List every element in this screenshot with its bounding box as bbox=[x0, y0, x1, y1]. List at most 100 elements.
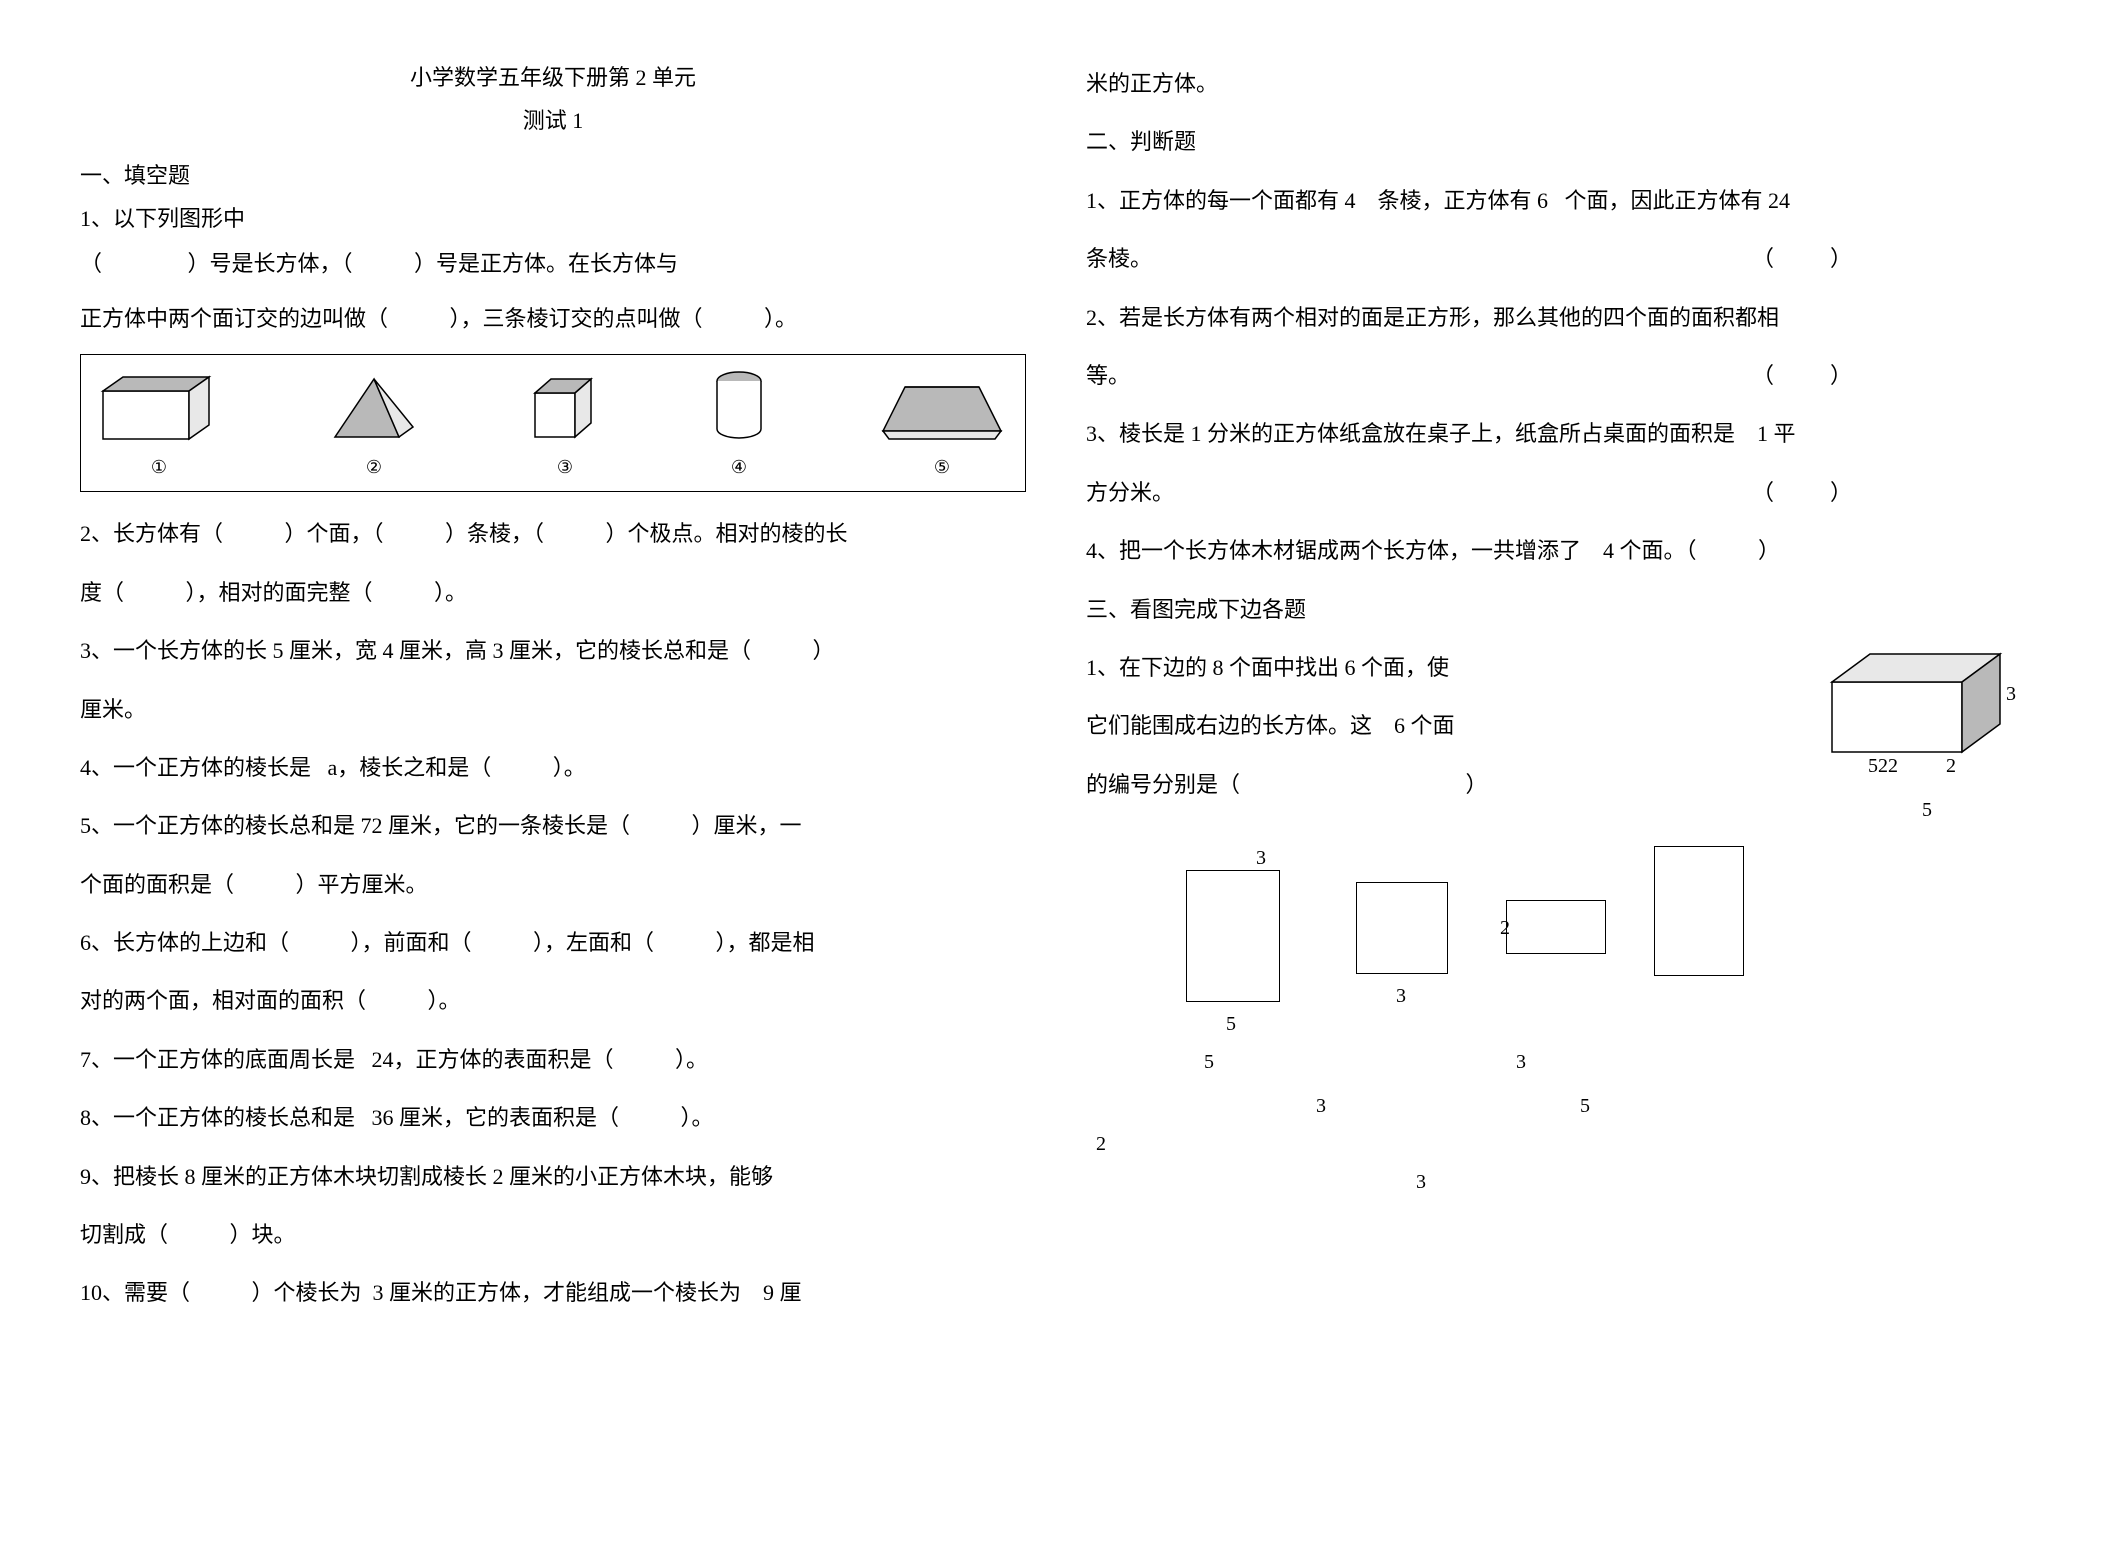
t1-2a: 它们能围成右边的长方体。这 bbox=[1086, 713, 1372, 738]
q6: 6、长方体的上边和（ ），前面和（ ），左面和（ ），都是相 bbox=[80, 919, 1026, 967]
q10-2: ）个棱长为 bbox=[252, 1280, 362, 1305]
unit-number: 2 bbox=[636, 65, 647, 90]
shape-3-label: ③ bbox=[557, 453, 573, 482]
dim-label: 5 bbox=[1226, 1008, 1236, 1040]
paren-open: （ bbox=[1752, 246, 1774, 271]
q9b: 切割成（ ）块。 bbox=[80, 1211, 1026, 1259]
q4-3: ）。 bbox=[553, 755, 586, 780]
q8-3: ）。 bbox=[681, 1105, 714, 1130]
q10-1: 10、需要（ bbox=[80, 1280, 190, 1305]
dim-label: 3 bbox=[1516, 1046, 1526, 1078]
q1-line-c: 正方体中两个面订交的边叫做（ ），三条棱订交的点叫做（ ）。 bbox=[80, 295, 1026, 343]
q1c-3: ）。 bbox=[764, 306, 797, 331]
judge-paren: （） bbox=[1752, 352, 1852, 400]
shape-2-label: ② bbox=[366, 453, 382, 482]
q4-1: 4、一个正方体的棱长是 bbox=[80, 755, 311, 780]
paren-close: ） bbox=[1830, 480, 1852, 505]
q5-2: ）厘米，一 bbox=[692, 813, 802, 838]
doc-title: 小学数学五年级下册第 2 单元 bbox=[80, 60, 1026, 95]
q5-1: 5、一个正方体的棱长总和是 72 厘米，它的一条棱长是（ bbox=[80, 813, 630, 838]
q1b-3: ）号是正方体。在长方体与 bbox=[414, 251, 678, 276]
cuboid-d: 2 bbox=[1946, 755, 1956, 777]
cuboid-w: 522 bbox=[1868, 755, 1898, 777]
dim-label: 5 bbox=[1580, 1090, 1590, 1122]
prism-icon bbox=[877, 377, 1007, 443]
paren-close: ） bbox=[1830, 363, 1852, 388]
q2b: 度（ ），相对的面完整（ ）。 bbox=[80, 569, 1026, 617]
q6-1: 6、长方体的上边和（ bbox=[80, 930, 289, 955]
j4-1: 4、把一个长方体木材锯成两个长方体，一共增添了 bbox=[1086, 538, 1581, 563]
q6b-2: ）。 bbox=[428, 988, 461, 1013]
shape-2: ② bbox=[329, 373, 419, 482]
unit-suffix: 单元 bbox=[652, 65, 696, 90]
q9: 9、把棱长 8 厘米的正方体木块切割成棱长 2 厘米的小正方体木块，能够 bbox=[80, 1153, 1026, 1201]
q6-2: ），前面和（ bbox=[351, 930, 472, 955]
q8: 8、一个正方体的棱长总和是 36 厘米，它的表面积是（ ）。 bbox=[80, 1094, 1026, 1142]
q2-4: ）个极点。相对的棱的长 bbox=[606, 521, 848, 546]
j3-2: 1 平 bbox=[1757, 421, 1796, 446]
q5b: 个面的面积是（ ）平方厘米。 bbox=[80, 861, 1026, 909]
paren-open: （ bbox=[1752, 480, 1774, 505]
q8-1: 8、一个正方体的棱长总和是 bbox=[80, 1105, 355, 1130]
j3b: 方分米。 （） bbox=[1086, 469, 2032, 517]
judge-paren: （） bbox=[1752, 469, 1852, 517]
q1b-1: （ bbox=[80, 251, 102, 276]
dim-label: 2 bbox=[1500, 912, 1510, 944]
j3: 3、棱长是 1 分米的正方体纸盒放在桌子上，纸盒所占桌面的面积是 1 平 bbox=[1086, 410, 2032, 458]
cuboid-diagram: 3 522 2 5 bbox=[1822, 648, 2032, 826]
paren-open: （ bbox=[1752, 363, 1774, 388]
shape-1: ① bbox=[99, 373, 219, 482]
q7-1: 7、一个正方体的底面周长是 bbox=[80, 1047, 355, 1072]
cuboid-3d-icon: 3 522 2 bbox=[1822, 648, 2032, 788]
dim-label: 5 bbox=[1204, 1046, 1214, 1078]
q9b-2: ）块。 bbox=[230, 1222, 296, 1247]
shapes-box: ① ② ③ bbox=[80, 354, 1026, 493]
j2: 2、若是长方体有两个相对的面是正方形，那么其他的四个面的面积都相 bbox=[1086, 294, 2032, 342]
q10-3: 3 厘米的正方体，才能组成一个棱长为 bbox=[373, 1280, 742, 1305]
q6-4: ），都是相 bbox=[716, 930, 815, 955]
t1-3a: 的编号分别是（ bbox=[1086, 772, 1240, 797]
q5b-1: 个面的面积是（ bbox=[80, 872, 234, 897]
q10: 10、需要（ ）个棱长为 3 厘米的正方体，才能组成一个棱长为 9 厘 bbox=[80, 1269, 1026, 1317]
cube-icon bbox=[529, 373, 601, 443]
j1: 1、正方体的每一个面都有 4 条棱，正方体有 6 个面，因此正方体有 24 bbox=[1086, 177, 2032, 225]
face-rect-1 bbox=[1186, 870, 1280, 1002]
cuboid-h: 3 bbox=[2006, 683, 2016, 705]
q1-line-a: 1、以下列图形中 bbox=[80, 198, 1026, 240]
doc-subtitle: 测试 1 bbox=[80, 103, 1026, 138]
shape-1-label: ① bbox=[151, 453, 167, 482]
pyramid-icon bbox=[329, 373, 419, 443]
j1-3: 个面，因此正方体有 24 bbox=[1565, 188, 1791, 213]
subtitle-number: 1 bbox=[572, 108, 583, 133]
t1-2b: 6 个面 bbox=[1394, 713, 1455, 738]
judge-paren: （） bbox=[1752, 235, 1852, 283]
dim-label: 3 bbox=[1316, 1090, 1326, 1122]
q4-2: a，棱长之和是（ bbox=[328, 755, 492, 780]
q8-2: 36 厘米，它的表面积是（ bbox=[372, 1105, 620, 1130]
j3-1: 3、棱长是 1 分米的正方体纸盒放在桌子上，纸盒所占桌面的面积是 bbox=[1086, 421, 1735, 446]
q4: 4、一个正方体的棱长是 a，棱长之和是（ ）。 bbox=[80, 744, 1026, 792]
dim-label: 3 bbox=[1416, 1166, 1426, 1198]
j4-2: 4 个面。（ bbox=[1603, 538, 1697, 563]
q2b-2: ），相对的面完整（ bbox=[186, 580, 373, 605]
shape-5-label: ⑤ bbox=[934, 453, 950, 482]
shape-5: ⑤ bbox=[877, 377, 1007, 482]
q10-4: 9 厘 bbox=[763, 1280, 802, 1305]
q2-2: ）个面，（ bbox=[285, 521, 384, 546]
q1b-2: ）号是长方体，（ bbox=[188, 251, 353, 276]
q2b-3: ）。 bbox=[434, 580, 467, 605]
q7-3: ）。 bbox=[675, 1047, 708, 1072]
shape-4-label: ④ bbox=[731, 453, 747, 482]
section-1-heading: 一、填空题 bbox=[80, 158, 1026, 193]
q5b-2: ）平方厘米。 bbox=[296, 872, 428, 897]
section-2-heading: 二、判断题 bbox=[1086, 118, 2032, 166]
q7: 7、一个正方体的底面周长是 24，正方体的表面积是（ ）。 bbox=[80, 1036, 1026, 1084]
faces-area: 3 5 3 2 5 3 3 5 2 3 bbox=[1086, 842, 2032, 1182]
face-rect-4 bbox=[1654, 846, 1744, 976]
q1c-1: 正方体中两个面订交的边叫做（ bbox=[80, 306, 388, 331]
cuboid-below: 5 bbox=[1822, 794, 2032, 826]
q9b-1: 切割成（ bbox=[80, 1222, 168, 1247]
dim-label: 3 bbox=[1396, 980, 1406, 1012]
q7-2: 24，正方体的表面积是（ bbox=[372, 1047, 614, 1072]
face-rect-3 bbox=[1506, 900, 1606, 954]
